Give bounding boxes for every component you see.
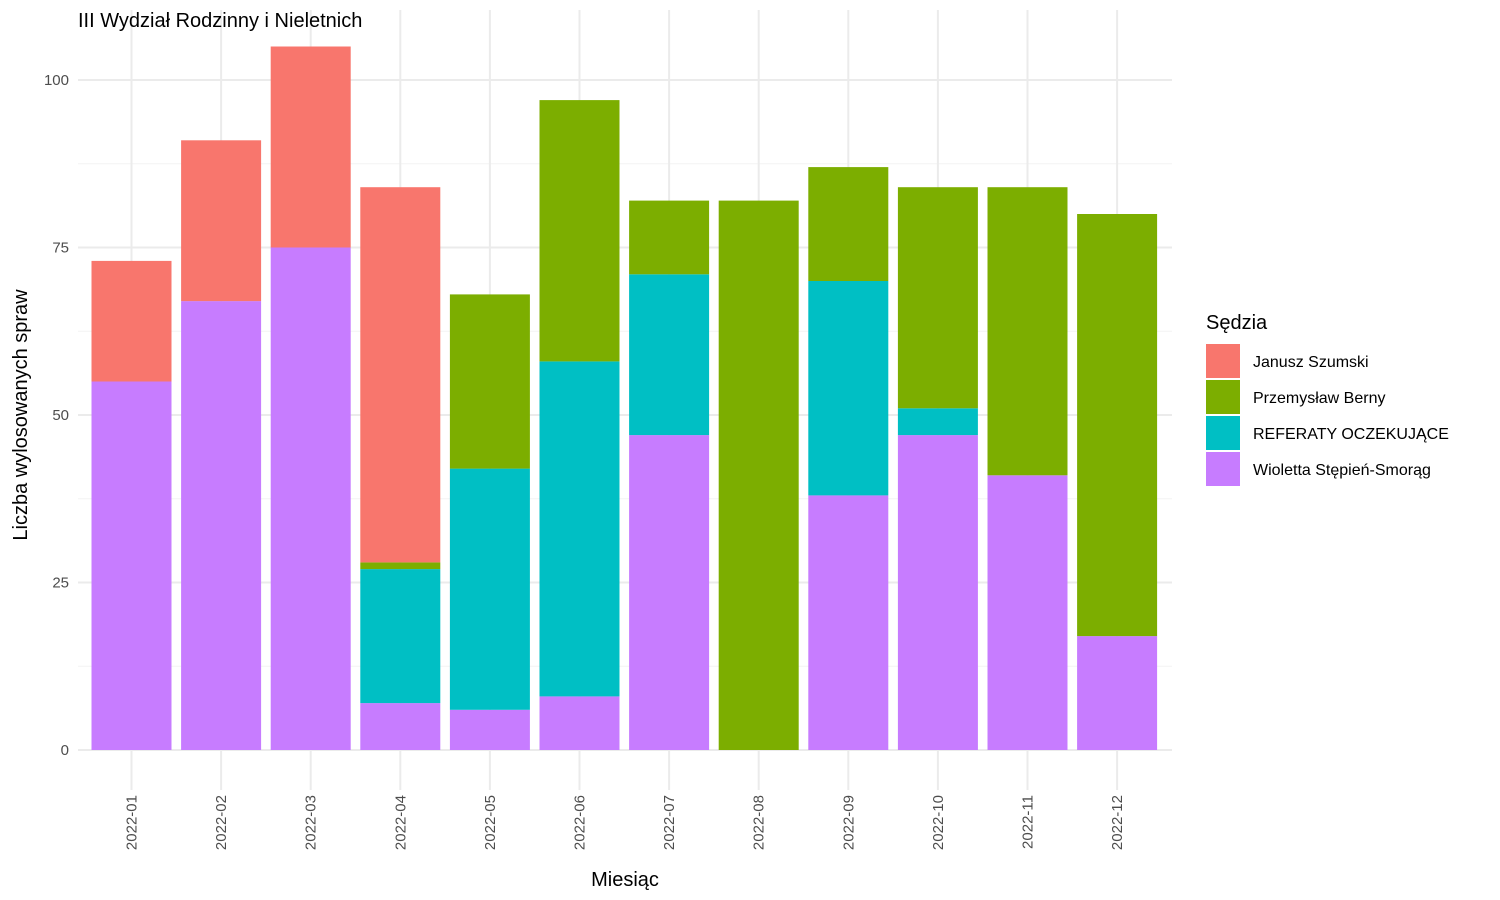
x-tick-label: 2022-04 [392,795,409,850]
y-tick-label: 0 [61,742,69,759]
bar-segment [449,709,530,750]
legend: Sędzia Janusz Szumski Przemysław Berny REF… [1206,312,1449,486]
bars [91,46,1158,751]
bar-segment [539,361,620,697]
y-tick-label: 50 [52,407,69,424]
bar-segment [1077,636,1158,750]
x-tick-labels: 2022-01 2022-02 2022-03 2022-04 2022-05 2022-… [124,795,1127,850]
bar-segment [270,46,351,248]
y-tick-labels: 0 25 50 75 100 [44,72,69,759]
x-axis-title: Miesiąc [591,869,659,891]
bar-segment [629,200,710,275]
bar-segment [718,200,799,751]
bar-segment [539,696,620,750]
legend-title: Sędzia [1206,312,1268,334]
bar-segment [360,569,441,704]
bar-segment [629,435,710,750]
bar-segment [91,381,172,750]
chart-title: III Wydział Rodzinny i Nieletnich [78,10,362,32]
bar-segment [449,294,530,469]
bar-segment [270,247,351,750]
bar-segment [539,100,620,362]
legend-swatch [1206,380,1240,414]
bar-segment [808,495,889,750]
bar-segment [181,140,262,302]
legend-label: Przemysław Berny [1253,390,1385,407]
bar-segment [91,260,172,382]
bar-segment [987,475,1068,750]
bar-segment [897,408,978,436]
bar-segment [987,187,1068,476]
bar-segment [1077,214,1158,637]
bar-segment [808,167,889,281]
y-tick-label: 100 [44,72,69,89]
legend-swatch [1206,344,1240,378]
x-tick-label: 2022-07 [661,795,678,850]
y-axis-title: Liczba wylosowanych spraw [10,289,32,541]
bar-segment [897,187,978,409]
bar-segment [360,703,441,750]
x-tick-label: 2022-05 [482,795,499,850]
x-tick-label: 2022-08 [751,795,768,850]
x-tick-label: 2022-10 [930,795,947,850]
bar-segment [360,187,441,563]
legend-label: Janusz Szumski [1253,354,1369,371]
legend-swatch [1206,452,1240,486]
bar-segment [181,301,262,750]
bar-segment [449,468,530,710]
bar-segment [629,274,710,436]
bar-segment [808,281,889,496]
legend-label: REFERATY OCZEKUJĄCE [1253,426,1449,443]
x-tick-label: 2022-12 [1109,795,1126,850]
x-tick-label: 2022-02 [213,795,230,850]
x-tick-label: 2022-03 [303,795,320,850]
x-tick-label: 2022-01 [124,795,141,850]
bar-segment [360,562,441,570]
legend-label: Wioletta Stępień-Smorąg [1253,462,1431,479]
y-tick-label: 25 [52,575,69,592]
y-tick-label: 75 [52,240,69,257]
x-tick-label: 2022-09 [840,795,857,850]
legend-swatch [1206,416,1240,450]
legend-items: Janusz Szumski Przemysław Berny REFERATY O… [1206,344,1449,486]
x-tick-label: 2022-11 [1020,795,1037,849]
bar-segment [897,435,978,750]
x-tick-label: 2022-06 [572,795,589,850]
